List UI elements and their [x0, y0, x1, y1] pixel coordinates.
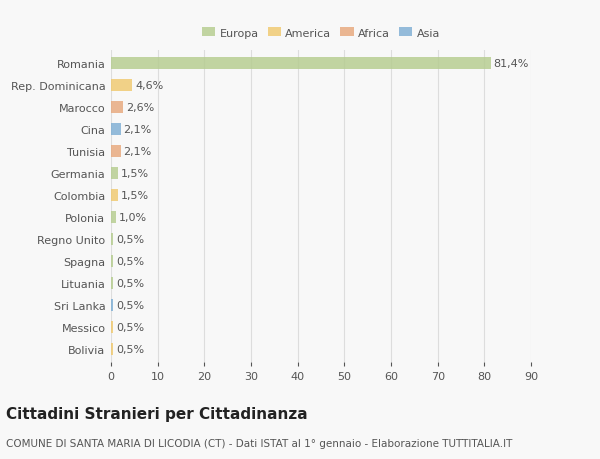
Bar	[111, 256, 113, 268]
Text: 0,5%: 0,5%	[116, 235, 144, 245]
Text: Cittadini Stranieri per Cittadinanza: Cittadini Stranieri per Cittadinanza	[6, 406, 308, 421]
Bar	[111, 146, 121, 157]
Bar	[111, 168, 118, 179]
Text: 0,5%: 0,5%	[116, 279, 144, 288]
Bar	[111, 123, 121, 136]
Text: 2,1%: 2,1%	[124, 125, 152, 134]
Bar	[111, 79, 133, 92]
Text: 0,5%: 0,5%	[116, 257, 144, 267]
Text: 0,5%: 0,5%	[116, 344, 144, 354]
Bar	[111, 101, 123, 114]
Text: 0,5%: 0,5%	[116, 301, 144, 310]
Legend: Europa, America, Africa, Asia: Europa, America, Africa, Asia	[199, 25, 443, 42]
Text: 81,4%: 81,4%	[494, 59, 529, 69]
Text: 2,6%: 2,6%	[126, 103, 154, 112]
Bar	[111, 299, 113, 312]
Bar	[111, 190, 118, 202]
Bar	[111, 343, 113, 355]
Text: 1,5%: 1,5%	[121, 190, 149, 201]
Bar	[111, 212, 116, 224]
Bar	[111, 234, 113, 246]
Bar	[111, 58, 491, 70]
Text: 0,5%: 0,5%	[116, 323, 144, 332]
Text: 2,1%: 2,1%	[124, 146, 152, 157]
Text: 4,6%: 4,6%	[135, 81, 164, 90]
Bar	[111, 321, 113, 334]
Text: COMUNE DI SANTA MARIA DI LICODIA (CT) - Dati ISTAT al 1° gennaio - Elaborazione : COMUNE DI SANTA MARIA DI LICODIA (CT) - …	[6, 438, 512, 448]
Bar	[111, 277, 113, 290]
Text: 1,5%: 1,5%	[121, 168, 149, 179]
Text: 1,0%: 1,0%	[118, 213, 146, 223]
